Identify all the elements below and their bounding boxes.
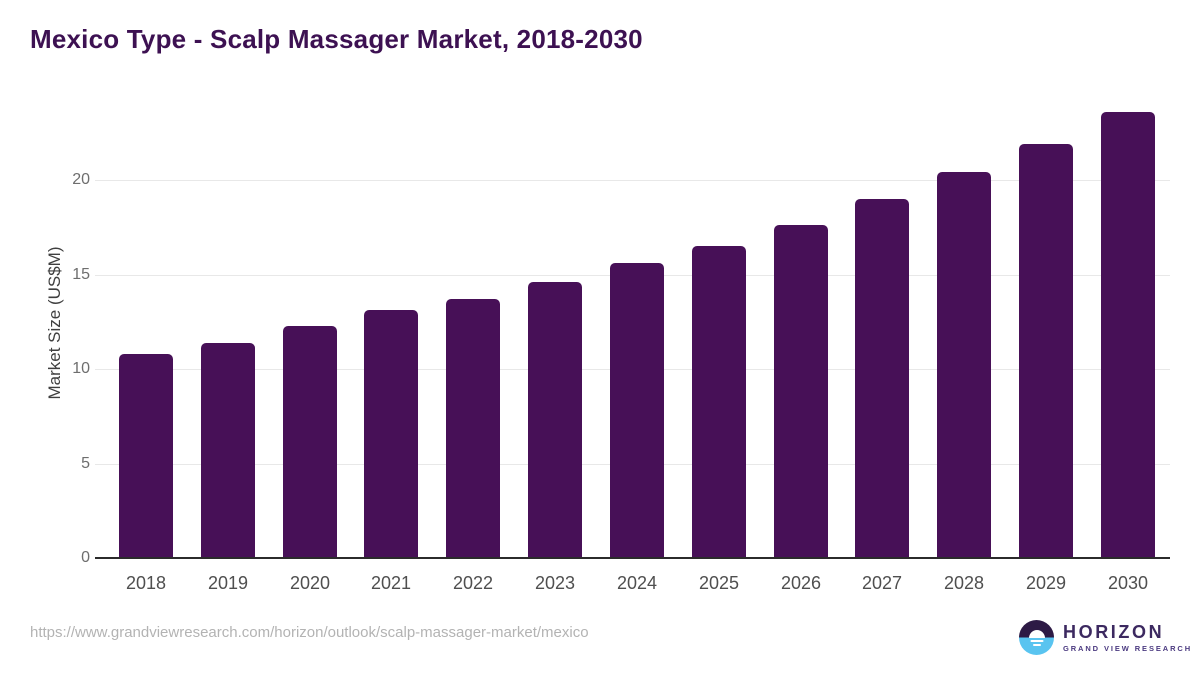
gridline-20 bbox=[95, 180, 1170, 181]
x-axis-line bbox=[95, 557, 1170, 559]
x-label-2024: 2024 bbox=[616, 573, 658, 593]
x-label-2023: 2023 bbox=[534, 573, 576, 593]
reflection-line bbox=[1030, 639, 1043, 643]
sun-shape bbox=[1028, 629, 1045, 638]
bar-2022 bbox=[446, 299, 500, 558]
logo-subtitle: GRAND VIEW RESEARCH bbox=[1063, 643, 1193, 653]
y-tick-label-20: 20 bbox=[72, 171, 90, 188]
bar-2023 bbox=[528, 282, 582, 558]
x-label-2030: 2030 bbox=[1107, 573, 1149, 593]
bar-2028 bbox=[937, 172, 991, 558]
x-label-2027: 2027 bbox=[861, 573, 903, 593]
x-label-2028: 2028 bbox=[943, 573, 985, 593]
reflection-line bbox=[1032, 644, 1041, 647]
horizon-sunset-icon bbox=[1019, 620, 1054, 655]
logo-title: HORIZON bbox=[1063, 621, 1165, 642]
bar-2020 bbox=[283, 326, 337, 558]
x-label-2019: 2019 bbox=[207, 573, 249, 593]
y-axis-label: Market Size (US$M) bbox=[45, 246, 64, 400]
source-url: https://www.grandviewresearch.com/horizo… bbox=[30, 624, 589, 641]
bar-2025 bbox=[692, 246, 746, 558]
bar-2024 bbox=[610, 263, 664, 558]
bar-2029 bbox=[1019, 144, 1073, 558]
x-label-2025: 2025 bbox=[698, 573, 740, 593]
y-tick-label-0: 0 bbox=[81, 549, 90, 566]
x-label-2020: 2020 bbox=[289, 573, 331, 593]
x-label-2021: 2021 bbox=[370, 573, 412, 593]
bar-2018 bbox=[119, 354, 173, 558]
bar-2030 bbox=[1101, 112, 1155, 558]
bar-2021 bbox=[364, 310, 418, 558]
chart-title: Mexico Type - Scalp Massager Market, 201… bbox=[30, 24, 643, 54]
logo-text: HORIZON GRAND VIEW RESEARCH bbox=[1063, 621, 1193, 653]
horizon-logo: HORIZON GRAND VIEW RESEARCH bbox=[1019, 620, 1192, 655]
x-label-2026: 2026 bbox=[780, 573, 822, 593]
bar-2026 bbox=[774, 225, 828, 558]
x-label-2018: 2018 bbox=[125, 573, 167, 593]
x-label-2022: 2022 bbox=[452, 573, 494, 593]
bar-2019 bbox=[201, 343, 255, 558]
y-tick-label-10: 10 bbox=[72, 360, 90, 377]
bar-2027 bbox=[855, 199, 909, 558]
y-tick-label-15: 15 bbox=[72, 266, 90, 283]
x-label-2029: 2029 bbox=[1025, 573, 1067, 593]
y-tick-label-5: 5 bbox=[81, 455, 90, 472]
